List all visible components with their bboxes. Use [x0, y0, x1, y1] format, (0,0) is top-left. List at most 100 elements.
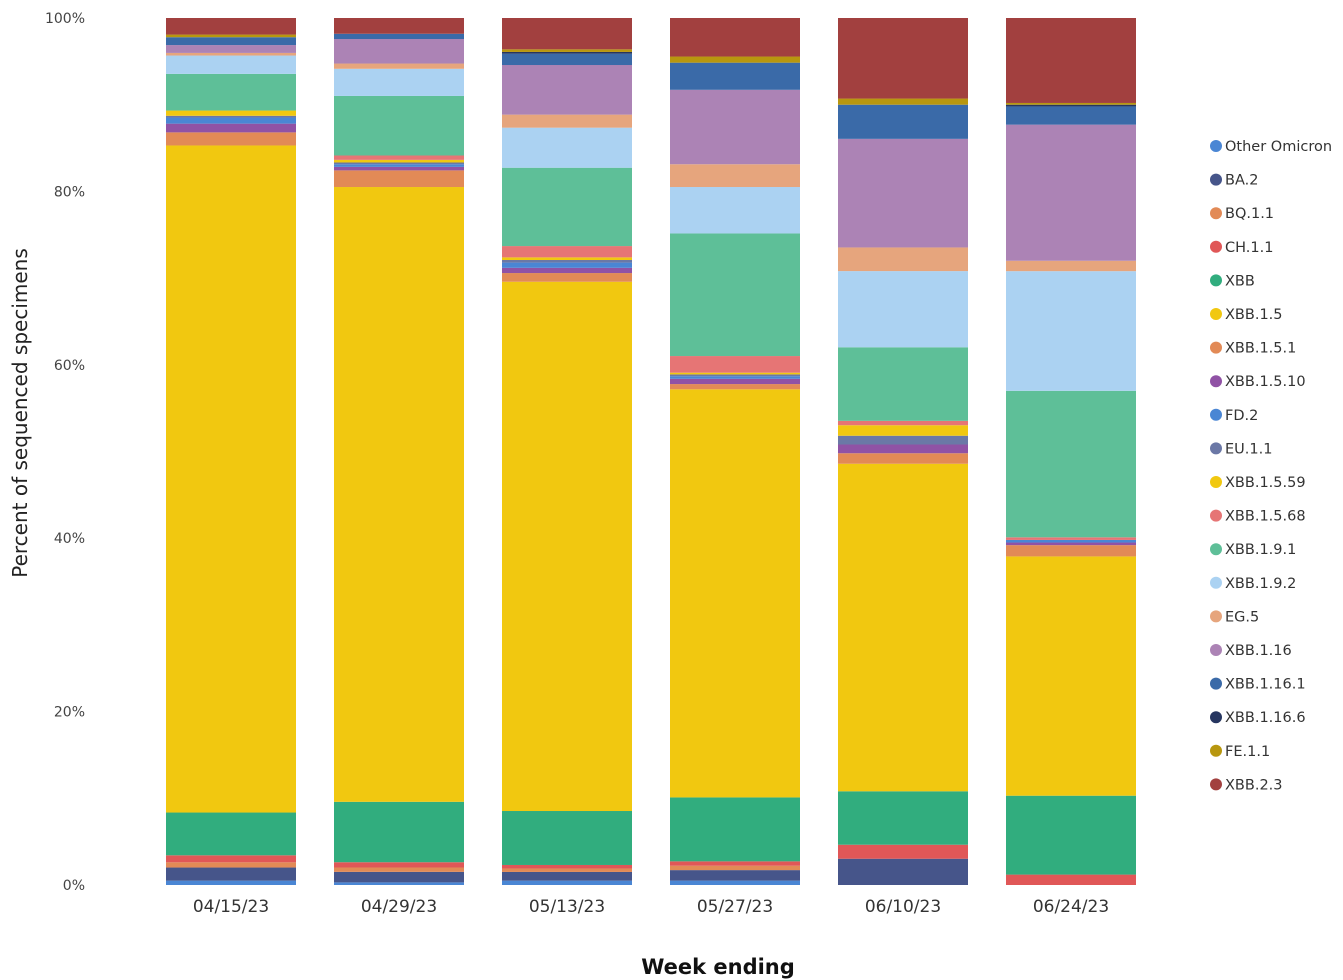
legend-item: FD.2: [1210, 408, 1258, 424]
legend-label: CH.1.1: [1225, 240, 1273, 256]
bar-segment: CH.1.1 06/24/23: 1.2: [1006, 874, 1136, 885]
legend-label: XBB.1.5.68: [1225, 509, 1306, 525]
legend-item: XBB.1.5.10: [1210, 374, 1306, 390]
bar-segment: BA.2 05/27/23: 1.2: [670, 870, 800, 881]
bar-segment: XBB.1.9.2 04/29/23: 3.1: [334, 68, 464, 96]
bar-segment: XBB.1.5.59 05/13/23: 0.3: [502, 257, 632, 260]
bar-segment: XBB.1.5 06/10/23: 37.4: [838, 463, 968, 792]
legend-swatch: [1210, 576, 1222, 589]
legend-item: Other Omicron: [1210, 139, 1332, 155]
bar-segment: EU.1.1 04/29/23: 0.2: [334, 162, 464, 165]
bars-group: Other Omicron 04/15/23: 0.5BA.2 04/15/23…: [166, 18, 1136, 885]
legend-item: XBB.1.9.1: [1210, 542, 1296, 558]
legend-label: XBB.1.16.1: [1225, 677, 1306, 693]
bar-stack: Other Omicron 04/29/23: 0.3BA.2 04/29/23…: [334, 18, 464, 885]
bar-segment: BQ.1.1 04/29/23: 0.5: [334, 867, 464, 872]
bar-segment: XBB.1.5.10 06/24/23: 0.3: [1006, 542, 1136, 546]
legend-swatch: [1210, 509, 1222, 522]
bar-segment: XBB.2.3 05/27/23: 4.4: [670, 18, 800, 57]
legend-item: XBB.1.5.1: [1210, 341, 1296, 357]
bar-segment: XBB.1.5 05/27/23: 46.6: [670, 389, 800, 798]
bar-segment: XBB.2.3 04/15/23: 1.9: [166, 18, 296, 35]
bar-segment: XBB.1.16 06/24/23: 15.7: [1006, 124, 1136, 261]
bar-segment: EU.1.1 04/15/23: 0.2: [166, 115, 296, 118]
legend-swatch: [1210, 476, 1222, 488]
bar-segment: XBB.1.16 05/13/23: 5.7: [502, 65, 632, 115]
bar-segment: XBB.1.16 05/27/23: 8.5: [670, 89, 800, 165]
bar-segment: XBB.1.5.1 04/29/23: 1.9: [334, 170, 464, 188]
bar-segment: XBB.1.5.10 04/15/23: 1: [166, 123, 296, 133]
bar-segment: XBB.2.3 06/10/23: 9.2: [838, 18, 968, 99]
bar-segment: XBB.1.16.6 06/24/23: 0.2: [1006, 104, 1136, 107]
bar-segment: XBB.1.5.1 05/27/23: 0.6: [670, 384, 800, 390]
x-tick-label: 05/27/23: [697, 897, 773, 917]
bar-segment: CH.1.1 05/27/23: 0.5: [670, 861, 800, 866]
bar-segment: XBB.1.9.1 06/10/23: 8.4: [838, 347, 968, 421]
legend-swatch: [1210, 341, 1222, 354]
legend-item: XBB: [1210, 273, 1255, 289]
y-tick-label: 0%: [63, 878, 85, 894]
bar-segment: XBB.1.16.1 04/15/23: 0.9: [166, 37, 296, 46]
y-axis-ticks: 0% 20% 40% 60% 80% 100%: [45, 11, 85, 894]
bar-segment: FE.1.1 04/15/23: 0.3: [166, 34, 296, 38]
legend-swatch: [1210, 677, 1222, 690]
bar-segment: EG.5 06/10/23: 2.7: [838, 247, 968, 272]
legend-item: XBB.2.3: [1210, 777, 1283, 793]
bar-segment: FD.2 06/24/23: 0.3: [1006, 539, 1136, 543]
legend-item: BQ.1.1: [1210, 206, 1274, 222]
bar-stack: Other Omicron 05/27/23: 0.5BA.2 05/27/23…: [670, 18, 800, 885]
legend-item: XBB.1.5: [1210, 307, 1283, 323]
bar-segment: XBB.1.16.1 06/10/23: 3.9: [838, 104, 968, 139]
legend-label: XBB.1.5: [1225, 307, 1283, 323]
legend-swatch: [1210, 140, 1222, 152]
bar-segment: FE.1.1 06/10/23: 0.7: [838, 98, 968, 105]
bar-segment: XBB.1.5.68 05/13/23: 1.3: [502, 246, 632, 258]
bar-segment: XBB.1.5.68 06/24/23: 0.3: [1006, 537, 1136, 540]
legend-swatch: [1210, 207, 1222, 220]
x-tick-label: 05/13/23: [529, 897, 605, 917]
legend-label: XBB.1.5.1: [1225, 341, 1296, 357]
bar-segment: CH.1.1 04/15/23: 0.8: [166, 855, 296, 863]
bar-segment: XBB.1.5.68 06/10/23: 0.5: [838, 420, 968, 426]
bar-segment: FE.1.1 06/24/23: 0.2: [1006, 102, 1136, 105]
bar-segment: XBB.1.9.1 05/27/23: 14: [670, 233, 800, 357]
bar-segment: XBB.1.16 06/10/23: 12.4: [838, 138, 968, 248]
y-tick-label: 20%: [54, 705, 85, 721]
bar-segment: EU.1.1 05/27/23: 0.2: [670, 374, 800, 377]
bar-segment: XBB.1.5 05/13/23: 60.8: [502, 281, 632, 812]
y-tick-label: 80%: [54, 184, 85, 200]
bar-segment: CH.1.1 05/13/23: 0.4: [502, 864, 632, 869]
bar-segment: XBB.1.5.10 05/27/23: 0.6: [670, 378, 800, 385]
legend-item: FE.1.1: [1210, 744, 1270, 760]
bar-segment: BA.2 04/15/23: 1.5: [166, 867, 296, 881]
x-axis-label: Week ending: [641, 955, 795, 979]
bar-segment: BQ.1.1 05/13/23: 0.4: [502, 868, 632, 872]
bar-segment: XBB.1.9.1 06/24/23: 16.9: [1006, 390, 1136, 538]
legend-swatch: [1210, 408, 1222, 421]
bar-segment: XBB.1.16.1 06/24/23: 2.1: [1006, 106, 1136, 125]
legend-label: XBB.2.3: [1225, 777, 1283, 793]
legend-item: XBB.1.9.2: [1210, 576, 1296, 592]
legend: Other Omicron BA.2 BQ.1.1 CH.1.1 XBB XBB.1.5 X…: [1210, 139, 1332, 793]
bar-segment: XBB.1.16 04/29/23: 2.8: [334, 39, 464, 64]
legend-swatch: [1210, 240, 1222, 253]
bar-segment: XBB.2.3 06/24/23: 9.8: [1006, 18, 1136, 103]
bar-stack: Other Omicron 05/13/23: 0.5BA.2 05/13/23…: [502, 18, 632, 885]
bar-stack: CH.1.1 06/24/23: 1.2XBB 06/24/23: 9.1 XBB…: [1006, 18, 1136, 885]
bar-segment: XBB.1.5.1 06/10/23: 1.2: [838, 453, 968, 464]
bar-segment: XBB 04/15/23: 4.9: [166, 812, 296, 856]
bar-segment: FD.2 05/13/23: 0.6: [502, 262, 632, 268]
legend-swatch: [1210, 543, 1222, 556]
bar-segment: XBB 06/10/23: 6.1: [838, 791, 968, 845]
bar-segment: XBB.1.5.10 04/29/23: 0.4: [334, 166, 464, 171]
bar-segment: EG.5 04/15/23: 0.3: [166, 52, 296, 56]
bar-segment: XBB 06/24/23: 9.1: [1006, 795, 1136, 875]
bar-segment: XBB.1.5.10 06/10/23: 1: [838, 444, 968, 454]
legend-label: BA.2: [1225, 173, 1258, 189]
bar-segment: XBB.1.5.59 04/29/23: 0.3: [334, 159, 464, 163]
bar-segment: Other Omicron 04/15/23: 0.5: [166, 880, 296, 885]
legend-item: XBB.1.5.59: [1210, 475, 1306, 491]
legend-label: XBB.1.9.1: [1225, 542, 1296, 558]
bar-segment: FE.1.1 05/13/23: 0.3: [502, 49, 632, 52]
